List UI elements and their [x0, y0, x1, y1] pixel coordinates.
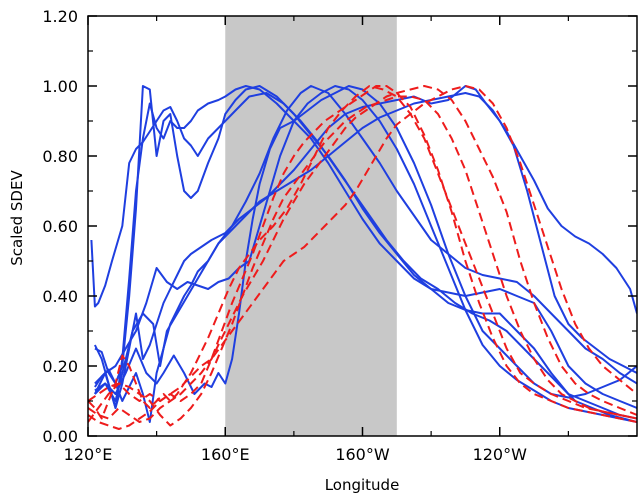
series-line-solid-4 — [94, 85, 637, 423]
x-tick-label: 120°W — [473, 445, 528, 464]
x-tick-label: 160°E — [201, 445, 250, 464]
series-line-solid-2 — [94, 85, 637, 420]
ticks-layer: 0.00 0.20 0.40 0.60 0.80 1.00 1.20 120°E 160°E 16… — [42, 7, 637, 464]
series-layer — [88, 85, 637, 430]
x-tick-label: 120°E — [64, 445, 113, 464]
y-tick-label: 0.40 — [42, 287, 78, 306]
y-tick-label: 0.80 — [42, 147, 78, 166]
x-tick-label: 160°W — [335, 445, 390, 464]
series-line-dashed-13 — [88, 95, 637, 427]
series-line-solid-1 — [94, 85, 637, 409]
series-line-solid-8 — [94, 85, 637, 423]
y-tick-label: 1.00 — [42, 77, 78, 96]
y-tick-label: 0.20 — [42, 357, 78, 376]
y-tick-label: 0.60 — [42, 217, 78, 236]
y-tick-label: 1.20 — [42, 7, 78, 26]
y-tick-label: 0.00 — [42, 427, 78, 446]
series-line-solid-5 — [94, 85, 637, 409]
series-line-dashed-12 — [88, 85, 637, 430]
series-line-dashed-11 — [88, 85, 637, 423]
series-line-dashed-9 — [88, 85, 637, 420]
x-axis-title: Longitude — [325, 476, 400, 494]
y-axis-title: Scaled SDEV — [8, 170, 26, 266]
series-line-solid-3 — [90, 92, 637, 423]
series-line-solid-6 — [94, 92, 637, 402]
